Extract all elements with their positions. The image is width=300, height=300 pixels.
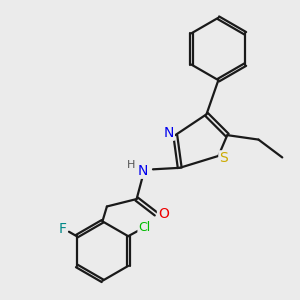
Text: N: N	[164, 126, 174, 140]
Text: H: H	[127, 160, 135, 170]
Text: O: O	[158, 207, 169, 221]
Text: F: F	[58, 222, 66, 236]
Text: S: S	[219, 151, 228, 165]
Text: Cl: Cl	[138, 221, 151, 234]
Text: N: N	[137, 164, 148, 178]
